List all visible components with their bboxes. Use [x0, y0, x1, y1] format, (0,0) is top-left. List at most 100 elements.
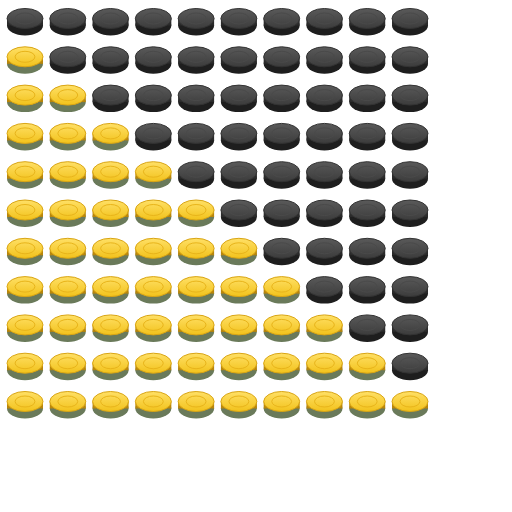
dark-coin: [264, 162, 300, 189]
gold-coin: [178, 392, 214, 419]
coin-emblem: [272, 51, 292, 62]
coin-emblem: [315, 128, 335, 139]
dark-coin: [178, 47, 214, 74]
gold-coin: [50, 315, 86, 342]
coin-face: [178, 47, 214, 67]
coin-face: [7, 9, 43, 29]
coin-emblem: [315, 13, 335, 24]
coin-face: [93, 238, 129, 258]
coin-emblem: [58, 166, 78, 177]
coin-face: [392, 47, 428, 67]
coin-face: [392, 238, 428, 258]
gold-coin: [264, 277, 300, 304]
coin-emblem: [186, 319, 206, 330]
coin-emblem: [143, 128, 163, 139]
coin-face: [349, 315, 385, 335]
coin-face: [135, 9, 171, 29]
coin-emblem: [315, 319, 335, 330]
dark-coin: [135, 9, 171, 36]
coin-emblem: [186, 396, 206, 407]
coin-emblem: [272, 90, 292, 101]
coin-face: [50, 162, 86, 182]
coin-face: [264, 47, 300, 67]
coin-face: [178, 392, 214, 412]
gold-coin: [306, 315, 342, 342]
coin-face: [135, 85, 171, 105]
dark-coin: [349, 123, 385, 150]
dark-coin: [392, 123, 428, 150]
coin-emblem: [58, 358, 78, 369]
coin-emblem: [58, 243, 78, 254]
dark-coin: [349, 85, 385, 112]
coin-face: [7, 238, 43, 258]
coin-face: [7, 47, 43, 67]
coin-emblem: [101, 166, 121, 177]
coin-face: [178, 353, 214, 373]
coin-face: [306, 353, 342, 373]
dark-coin: [221, 9, 257, 36]
coin-emblem: [357, 128, 377, 139]
coin-face: [306, 238, 342, 258]
coin-emblem: [101, 205, 121, 216]
coin-emblem: [400, 358, 420, 369]
coin-emblem: [357, 243, 377, 254]
coin-emblem: [101, 13, 121, 24]
coin-emblem: [272, 13, 292, 24]
coin-face: [93, 315, 129, 335]
coin-emblem: [272, 243, 292, 254]
coin-face: [349, 9, 385, 29]
gold-coin: [349, 353, 385, 380]
gold-coin: [7, 392, 43, 419]
coin-face: [50, 123, 86, 143]
coin-face: [264, 162, 300, 182]
coin-emblem: [58, 396, 78, 407]
dark-coin: [178, 123, 214, 150]
coin-emblem: [101, 358, 121, 369]
coin-emblem: [400, 166, 420, 177]
gold-coin: [93, 238, 129, 265]
coin-face: [50, 315, 86, 335]
coin-face: [93, 277, 129, 297]
gold-coin: [221, 238, 257, 265]
coin-row: [7, 315, 428, 342]
gold-coin: [306, 392, 342, 419]
gold-coin: [135, 353, 171, 380]
coin-emblem: [143, 166, 163, 177]
coin-face: [178, 123, 214, 143]
coin-face: [264, 277, 300, 297]
coin-face: [306, 47, 342, 67]
gold-coin: [306, 353, 342, 380]
dark-coin: [392, 277, 428, 304]
dark-coin: [135, 85, 171, 112]
dark-coin: [264, 238, 300, 265]
coin-emblem: [101, 128, 121, 139]
coin-face: [221, 392, 257, 412]
coin-face: [264, 9, 300, 29]
coin-face: [306, 85, 342, 105]
dark-coin: [50, 9, 86, 36]
coin-emblem: [400, 13, 420, 24]
coin-emblem: [15, 319, 35, 330]
coin-emblem: [315, 243, 335, 254]
dark-coin: [178, 9, 214, 36]
gold-coin: [264, 315, 300, 342]
coin-emblem: [315, 90, 335, 101]
gold-coin: [50, 123, 86, 150]
gold-coin: [221, 277, 257, 304]
coin-face: [349, 200, 385, 220]
coin-emblem: [143, 205, 163, 216]
coin-emblem: [143, 281, 163, 292]
coin-emblem: [400, 396, 420, 407]
coin-emblem: [315, 51, 335, 62]
dark-coin: [306, 123, 342, 150]
chart: [0, 0, 512, 512]
coin-face: [264, 123, 300, 143]
coin-face: [50, 200, 86, 220]
coin-face: [178, 9, 214, 29]
dark-coin: [264, 123, 300, 150]
coin-face: [93, 353, 129, 373]
coin-emblem: [272, 128, 292, 139]
coin-face: [221, 277, 257, 297]
gold-coin: [221, 353, 257, 380]
dark-coin: [93, 47, 129, 74]
